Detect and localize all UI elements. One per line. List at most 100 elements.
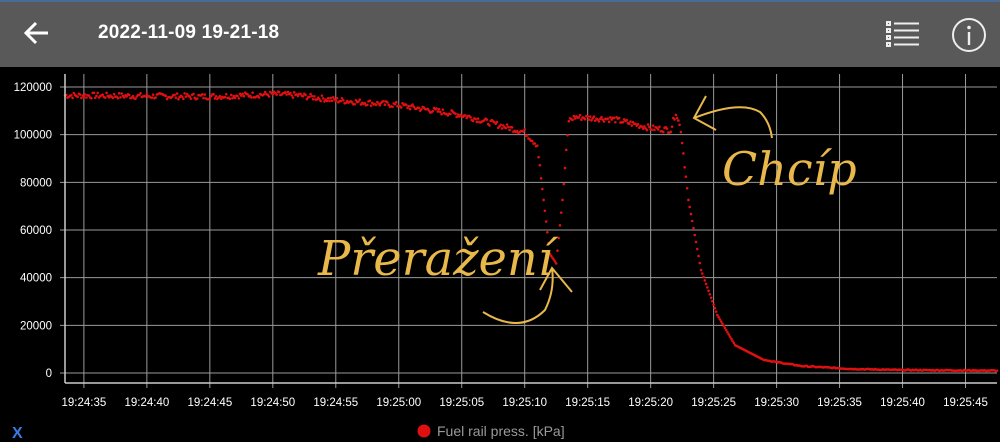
data-point bbox=[275, 93, 278, 96]
data-point bbox=[653, 128, 656, 132]
data-point bbox=[537, 155, 540, 159]
data-point bbox=[601, 118, 605, 121]
data-point bbox=[350, 101, 354, 104]
data-point bbox=[241, 92, 244, 96]
data-point bbox=[271, 92, 275, 96]
x-tick-label: 19:25:15 bbox=[565, 397, 610, 409]
data-point bbox=[319, 99, 322, 103]
data-point bbox=[562, 182, 566, 186]
data-point bbox=[326, 96, 330, 100]
data-point bbox=[82, 95, 86, 99]
data-point bbox=[571, 118, 574, 122]
data-point bbox=[96, 91, 100, 95]
data-point bbox=[122, 96, 126, 99]
data-point bbox=[131, 94, 135, 98]
data-point bbox=[229, 93, 233, 97]
data-point bbox=[471, 119, 475, 123]
data-point bbox=[431, 109, 435, 113]
data-point bbox=[363, 101, 367, 105]
x-tick-label: 19:25:40 bbox=[880, 397, 925, 409]
data-point bbox=[711, 299, 714, 303]
data-point bbox=[127, 93, 131, 97]
data-point bbox=[724, 328, 728, 332]
data-point bbox=[557, 236, 561, 240]
data-point bbox=[192, 92, 195, 96]
data-point bbox=[85, 96, 88, 99]
data-point bbox=[189, 97, 193, 100]
x-tick-label: 19:25:00 bbox=[376, 397, 421, 409]
data-point bbox=[378, 103, 382, 107]
data-point bbox=[212, 93, 215, 96]
data-point bbox=[387, 103, 390, 107]
x-tick-label: 19:25:45 bbox=[943, 397, 988, 409]
data-point bbox=[208, 98, 212, 101]
data-point bbox=[995, 369, 999, 372]
data-point bbox=[636, 122, 640, 126]
x-tick-label: 19:25:20 bbox=[628, 397, 673, 409]
data-point bbox=[195, 97, 199, 100]
data-point bbox=[621, 120, 625, 124]
app-bar: 2022-11-09 19-21-18 bbox=[0, 2, 1000, 67]
data-point bbox=[119, 96, 122, 99]
data-point bbox=[522, 130, 525, 133]
data-point bbox=[593, 119, 597, 123]
data-point bbox=[587, 118, 591, 121]
data-point bbox=[329, 96, 333, 100]
data-point bbox=[383, 103, 387, 107]
list-button[interactable] bbox=[885, 18, 921, 50]
x-axis-toggle[interactable]: X bbox=[12, 425, 23, 442]
data-point bbox=[277, 90, 281, 94]
annotation-arrow bbox=[692, 95, 773, 139]
data-point bbox=[284, 90, 287, 94]
data-point bbox=[544, 220, 548, 223]
data-point bbox=[643, 125, 646, 128]
list-icon bbox=[886, 21, 919, 47]
page-title: 2022-11-09 19-21-18 bbox=[98, 22, 280, 43]
data-point bbox=[732, 341, 736, 345]
data-point bbox=[504, 126, 508, 130]
data-point bbox=[353, 102, 356, 106]
data-point bbox=[651, 124, 655, 127]
data-point bbox=[684, 175, 688, 178]
x-axis-toggle-icon[interactable]: X bbox=[12, 425, 23, 442]
data-point bbox=[679, 130, 683, 134]
data-point bbox=[174, 96, 178, 99]
data-point bbox=[177, 97, 180, 101]
data-point bbox=[629, 120, 632, 123]
data-point bbox=[313, 95, 316, 98]
data-point bbox=[508, 128, 511, 132]
data-point bbox=[722, 324, 725, 328]
data-point bbox=[553, 260, 557, 263]
info-button[interactable] bbox=[951, 17, 987, 53]
data-point bbox=[437, 107, 441, 111]
data-point bbox=[308, 95, 311, 99]
x-tick-label: 19:24:45 bbox=[187, 397, 232, 409]
back-button[interactable] bbox=[22, 18, 52, 48]
y-tick-label: 0 bbox=[46, 368, 52, 380]
data-point bbox=[627, 122, 631, 125]
data-point bbox=[90, 96, 93, 100]
data-point bbox=[499, 123, 503, 127]
data-point bbox=[325, 99, 329, 103]
data-point bbox=[612, 116, 616, 120]
data-point bbox=[543, 209, 547, 213]
data-point bbox=[203, 93, 207, 96]
data-point bbox=[630, 124, 634, 127]
data-point bbox=[214, 95, 218, 98]
y-tick-label: 20000 bbox=[20, 320, 52, 332]
x-tick-label: 19:24:35 bbox=[62, 397, 107, 409]
data-point bbox=[523, 128, 527, 131]
annotation-text: Chcíp bbox=[722, 142, 857, 196]
data-point bbox=[694, 240, 698, 244]
data-point bbox=[304, 93, 307, 97]
data-point bbox=[200, 92, 204, 96]
data-point bbox=[561, 198, 564, 202]
data-point bbox=[154, 96, 157, 99]
data-point bbox=[530, 139, 534, 143]
data-point bbox=[401, 101, 404, 105]
data-point bbox=[573, 117, 577, 120]
data-point bbox=[501, 124, 505, 127]
data-point bbox=[76, 95, 79, 99]
data-point bbox=[224, 92, 228, 96]
